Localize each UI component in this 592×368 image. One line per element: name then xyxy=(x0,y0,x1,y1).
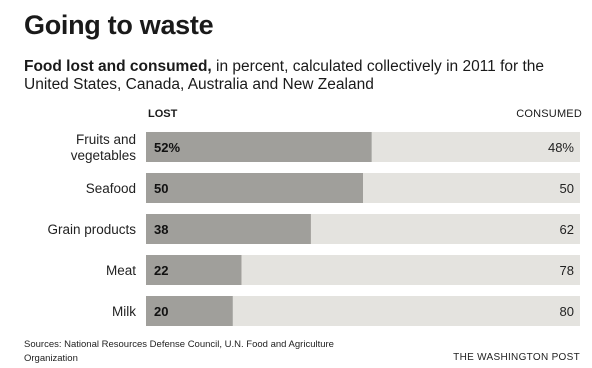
category-label: Meat xyxy=(106,263,136,278)
bar-lost xyxy=(146,296,233,326)
data-label-lost: 38 xyxy=(154,222,168,237)
data-label-consumed: 80 xyxy=(560,304,574,319)
bar-lost xyxy=(146,255,242,285)
chart-title: Going to waste xyxy=(24,10,214,40)
category-label: Milk xyxy=(112,304,136,319)
bar-consumed xyxy=(241,255,581,285)
category-label: vegetables xyxy=(71,148,137,163)
bar-lost xyxy=(146,173,363,203)
bar-consumed xyxy=(310,214,580,244)
sources-note: Sources: National Resources Defense Coun… xyxy=(24,339,334,364)
bar-consumed xyxy=(363,173,580,203)
data-label-consumed: 50 xyxy=(560,181,574,196)
data-label-lost: 22 xyxy=(154,263,168,278)
data-label-consumed: 48% xyxy=(548,140,574,155)
data-label-lost: 52% xyxy=(154,140,180,155)
category-label: Fruits and xyxy=(76,132,136,147)
subtitle-bold: Food lost and consumed, xyxy=(24,58,212,75)
data-label-consumed: 78 xyxy=(560,263,574,278)
data-label-lost: 50 xyxy=(154,181,168,196)
subtitle-rest: in percent, calculated collectively in 2… xyxy=(24,58,545,93)
category-label: Grain products xyxy=(47,222,136,237)
bar-lost xyxy=(146,132,372,162)
category-label: Seafood xyxy=(86,181,136,196)
bar-lost xyxy=(146,214,311,244)
publisher-credit: THE WASHINGTON POST xyxy=(453,352,580,363)
bar-consumed xyxy=(371,132,580,162)
chart-subtitle: Food lost and consumed, in percent, calc… xyxy=(24,58,584,94)
data-label-consumed: 62 xyxy=(560,222,574,237)
bar-consumed xyxy=(232,296,581,326)
consumed-column-header: CONSUMED xyxy=(516,108,582,120)
lost-column-header: LOST xyxy=(148,108,178,120)
data-label-lost: 20 xyxy=(154,304,168,319)
